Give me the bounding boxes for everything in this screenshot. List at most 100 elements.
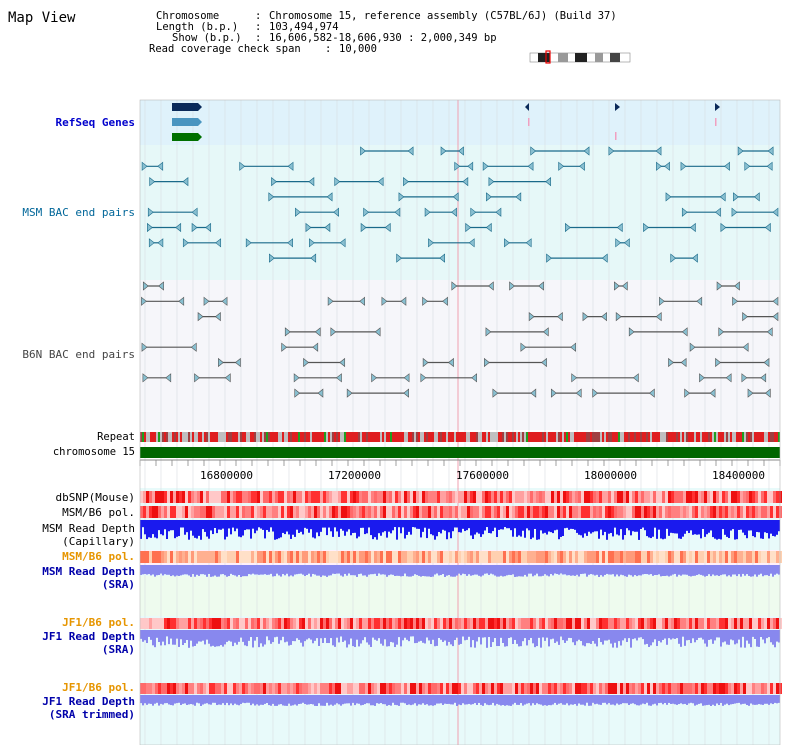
bac-end — [488, 176, 495, 187]
bac-end — [753, 192, 760, 202]
bac-end — [360, 222, 367, 233]
bac-end — [205, 222, 212, 233]
bac-end — [655, 311, 662, 322]
bac-end — [495, 207, 502, 217]
bac-end — [724, 161, 730, 171]
bac-end — [741, 373, 748, 383]
gene-feature[interactable] — [615, 132, 617, 140]
bac-end — [403, 388, 409, 398]
bac-end — [766, 161, 773, 171]
track-label-jf1-depth-sra[interactable]: JF1 Read Depth — [42, 630, 135, 643]
gene-feature[interactable] — [172, 103, 202, 111]
bac-end — [719, 192, 726, 202]
track-label-jf1-depth-trimmed[interactable]: JF1 Read Depth — [42, 695, 135, 708]
bac-end — [542, 327, 549, 337]
bac-end — [309, 238, 315, 248]
bac-end — [327, 296, 334, 306]
bac-end — [744, 161, 751, 171]
track-label-msm-depth-sra[interactable]: MSM Read Depth — [42, 565, 135, 578]
bac-end — [194, 373, 200, 383]
repeat-features — [140, 432, 780, 442]
coverage-key: Read coverage check span — [149, 43, 301, 55]
bac-end — [467, 161, 474, 171]
track-label-dbsnp[interactable]: dbSNP(Mouse) — [55, 491, 135, 504]
msm-bac-track[interactable] — [141, 146, 779, 263]
bac-end — [448, 357, 454, 368]
bac-end — [614, 281, 620, 291]
refseq-genes-track[interactable] — [172, 103, 720, 141]
bac-end — [268, 192, 275, 202]
bac-end — [190, 342, 197, 352]
bac-end — [760, 373, 767, 383]
bac-end — [363, 207, 370, 217]
track-label-jf1-b6-pol[interactable]: JF1/B6 pol. — [62, 616, 135, 629]
bac-end — [579, 161, 585, 171]
gene-feature[interactable] — [172, 118, 202, 126]
bac-end — [428, 238, 434, 248]
track-label-msm-depth-capillary[interactable]: MSM Read Depth — [42, 522, 135, 535]
bac-end — [191, 222, 198, 233]
bac-end — [742, 311, 749, 322]
bac-end — [487, 281, 494, 291]
bac-end — [538, 281, 544, 291]
track-label-msm-b6-pol-2[interactable]: MSM/B6 pol. — [62, 550, 135, 563]
gene-feature[interactable] — [615, 103, 620, 111]
polymorphism-heat-tracks[interactable] — [140, 491, 782, 694]
bac-end — [692, 253, 698, 263]
track-label-refseq[interactable]: RefSeq Genes — [55, 116, 135, 129]
track-label-b6n-bac[interactable]: B6N BAC end pairs — [22, 348, 135, 361]
axis-tick-label: 17200000 — [328, 469, 381, 482]
bac-end — [564, 222, 571, 233]
msm-sra-bg — [140, 576, 780, 616]
track-label-msm-bac[interactable]: MSM BAC end pairs — [22, 206, 135, 219]
gene-feature[interactable] — [528, 118, 530, 126]
bac-end — [442, 296, 448, 306]
bac-end — [142, 373, 149, 383]
gene-feature[interactable] — [715, 118, 717, 126]
position-axis: 16800000 17200000 17600000 18000000 1840… — [139, 459, 781, 482]
axis-tick-label: 18000000 — [584, 469, 637, 482]
bac-end — [772, 311, 779, 322]
bac-end — [731, 207, 738, 217]
bac-end — [515, 192, 522, 202]
bac-end — [680, 357, 687, 368]
bac-end — [772, 296, 779, 306]
track-label-repeat[interactable]: Repeat — [97, 431, 135, 443]
chromosome-bar[interactable] — [140, 447, 780, 458]
track-label-chromosome[interactable]: chromosome 15 — [52, 446, 135, 458]
bac-end — [312, 342, 319, 352]
bac-end — [326, 192, 333, 202]
bac-end — [452, 192, 459, 202]
gene-feature[interactable] — [172, 133, 202, 141]
bac-end — [628, 327, 635, 337]
bac-end — [454, 161, 461, 171]
bac-end — [485, 222, 492, 233]
bac-end — [215, 311, 221, 322]
bac-end — [763, 357, 770, 368]
bac-end — [528, 311, 535, 322]
b6n-bac-track[interactable] — [141, 281, 779, 398]
bac-end — [764, 222, 771, 233]
bac-end — [470, 207, 477, 217]
bac-end — [615, 311, 622, 322]
page-title: Map View — [8, 10, 76, 26]
bac-end — [271, 176, 277, 187]
bac-end — [451, 207, 457, 217]
bac-end — [384, 222, 391, 233]
bac-end — [546, 253, 552, 263]
gene-feature[interactable] — [525, 103, 529, 111]
bac-end — [269, 253, 275, 263]
track-label-msm-b6-pol[interactable]: MSM/B6 pol. — [62, 506, 135, 519]
chromosome-ideogram[interactable] — [529, 50, 631, 64]
track-label-msm-depth-sra-sub: (SRA) — [101, 578, 135, 591]
bac-end — [422, 296, 428, 306]
bac-end — [403, 176, 409, 187]
bac-end — [420, 373, 427, 383]
colon: : — [325, 43, 332, 55]
track-label-jf1-b6-pol-2[interactable]: JF1/B6 pol. — [62, 681, 135, 694]
length-value: 103,494,974 — [269, 21, 339, 33]
bac-end — [374, 327, 381, 337]
gene-feature[interactable] — [715, 103, 720, 111]
read-depth-tracks[interactable] — [140, 520, 780, 706]
